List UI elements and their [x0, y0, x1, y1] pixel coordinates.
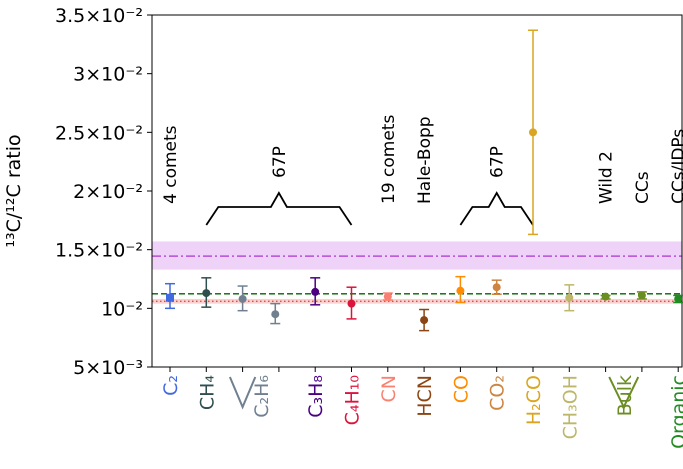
y-tick-label: 5×10⁻³ — [73, 357, 143, 379]
group-label: 67P — [488, 146, 508, 178]
data-point — [271, 310, 280, 319]
data-point — [347, 299, 356, 308]
x-category-label: CH₄ — [196, 375, 218, 411]
y-tick-label: 3×10⁻² — [73, 64, 143, 86]
y-tick-label: 2.5×10⁻² — [55, 122, 143, 144]
y-axis-label: ¹³C/¹²C ratio — [3, 134, 25, 247]
y-tick-label: 3.5×10⁻² — [55, 5, 143, 27]
y-tick-label: 2×10⁻² — [73, 181, 143, 203]
group-label: CCs/IDPs — [669, 129, 683, 204]
x-category-label: C₃H₈ — [305, 375, 327, 418]
x-category-label: CO₂ — [487, 375, 509, 411]
data-point — [565, 293, 574, 302]
x-category-label: C₂ — [160, 375, 182, 396]
group-label: 4 comets — [161, 125, 181, 204]
data-point — [202, 289, 211, 298]
x-category-label: C₂H₆ — [251, 375, 273, 418]
category-chevron — [228, 376, 257, 410]
x-category-label: C₄H₁₀ — [342, 375, 364, 425]
group-label: 67P — [270, 146, 290, 178]
data-point — [238, 294, 247, 303]
data-point — [674, 294, 683, 303]
data-point — [529, 128, 537, 137]
data-point — [637, 291, 646, 300]
group-brace — [459, 191, 534, 226]
group-label: CCs — [633, 171, 653, 204]
x-category-label: CN — [378, 375, 400, 402]
category-chevron — [608, 376, 640, 410]
y-tick-label: 1.5×10⁻² — [55, 240, 143, 262]
group-label: Hale-Bopp — [415, 116, 435, 204]
data-point — [383, 292, 392, 301]
x-category-label: Organic — [668, 375, 683, 449]
x-category-label: CH₃OH — [559, 375, 581, 439]
data-point — [492, 283, 501, 292]
data-point — [420, 316, 429, 325]
data-point — [311, 287, 320, 296]
data-point — [601, 292, 610, 301]
x-category-label: CO — [450, 375, 472, 403]
x-category-label: H₂CO — [523, 375, 545, 425]
x-category-label: HCN — [414, 375, 436, 417]
group-brace — [205, 191, 353, 226]
x-category-label: Bulk — [614, 375, 636, 416]
data-point — [166, 293, 174, 302]
group-label: Wild 2 — [597, 151, 617, 204]
y-tick-label: 10⁻² — [101, 298, 143, 320]
group-label: 19 comets — [379, 115, 399, 204]
data-point — [456, 286, 465, 295]
